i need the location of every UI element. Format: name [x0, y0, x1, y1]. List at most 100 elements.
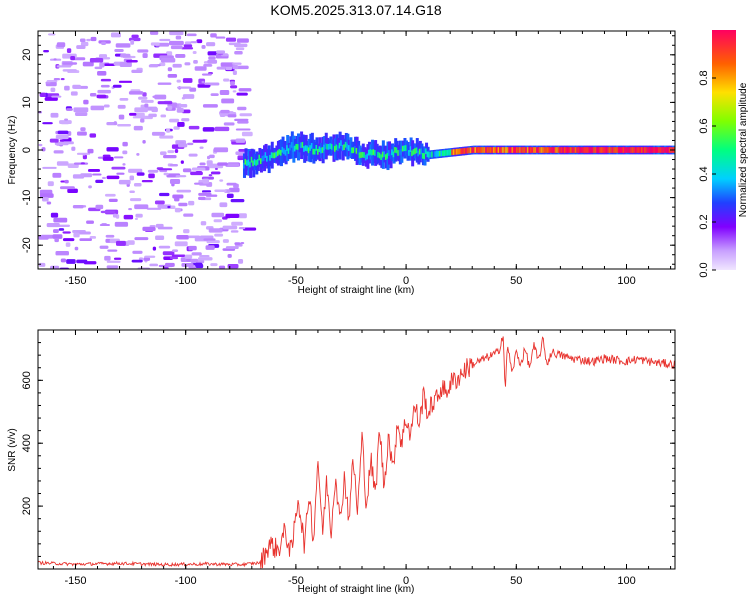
tone-core: [488, 147, 492, 153]
tone-core: [562, 147, 566, 153]
noise-blob: [66, 48, 72, 53]
noise-blob: [112, 213, 118, 218]
bottom-y-tick-label: 200: [21, 497, 33, 515]
tone-core: [634, 147, 638, 153]
tone-core: [409, 146, 413, 152]
tone-core: [321, 147, 325, 153]
noise-blob: [182, 168, 192, 173]
noise-blob: [201, 44, 206, 49]
noise-blob: [206, 240, 220, 244]
noise-blob: [199, 255, 210, 258]
tone-core: [466, 147, 470, 154]
noise-blob: [234, 43, 248, 48]
noise-blob: [52, 172, 62, 178]
noise-blob: [45, 81, 51, 84]
tone-core: [616, 147, 620, 153]
noise-blob: [222, 225, 238, 230]
tone-core: [438, 150, 442, 157]
snr-series-line: [38, 336, 675, 569]
noise-blob: [174, 148, 179, 153]
tone-core: [573, 147, 577, 153]
tone-core: [644, 147, 648, 153]
noise-blob: [167, 105, 173, 110]
tone-core: [264, 152, 268, 158]
noise-blob: [113, 257, 122, 260]
tone-core: [337, 145, 341, 152]
colorbar-tick-label: 0.6: [698, 118, 710, 133]
noise-blob: [126, 59, 138, 63]
noise-blob: [201, 80, 205, 84]
noise-blob: [46, 80, 58, 83]
noise-blob: [119, 98, 129, 101]
noise-blob: [192, 139, 207, 143]
noise-blob: [236, 92, 248, 96]
tone-core: [509, 147, 513, 153]
noise-blob: [199, 146, 204, 149]
noise-blob: [197, 84, 211, 87]
bottom-y-tick-label: 400: [21, 434, 33, 452]
noise-blob: [76, 45, 86, 50]
noise-blob: [163, 155, 177, 159]
noise-blob: [47, 181, 54, 187]
noise-blob: [122, 150, 128, 155]
noise-blob: [201, 73, 212, 76]
noise-blob: [87, 169, 101, 172]
tone-core: [445, 150, 449, 156]
tone-core: [533, 147, 537, 153]
noise-blob: [213, 219, 223, 223]
noise-blob: [242, 227, 257, 231]
tone-core: [259, 158, 263, 165]
tone-core: [361, 151, 365, 158]
noise-blob: [64, 179, 69, 184]
noise-blob: [171, 254, 186, 257]
noise-blob: [175, 175, 187, 178]
tone-core: [506, 147, 510, 153]
noise-blob: [241, 131, 253, 137]
noise-blob: [72, 204, 84, 209]
top-x-tick-label: -100: [175, 275, 197, 287]
tone-core: [366, 153, 370, 160]
tone-core: [341, 144, 345, 151]
noise-blob: [64, 118, 69, 121]
tone-core: [332, 145, 336, 152]
top-x-tick-label: 100: [617, 275, 635, 287]
tone-core: [545, 147, 549, 153]
noise-blob: [70, 91, 78, 96]
tone-core: [360, 152, 364, 158]
noise-blob: [59, 139, 65, 142]
noise-blob: [118, 179, 131, 185]
tone-core: [389, 153, 393, 159]
noise-blob: [73, 107, 89, 113]
tone-core: [278, 148, 282, 155]
tone-core: [556, 147, 560, 153]
noise-blob: [147, 169, 159, 173]
noise-blob: [140, 99, 154, 103]
tone-core: [590, 147, 594, 153]
noise-blob: [210, 171, 221, 175]
noise-blob: [214, 167, 218, 171]
noise-blob: [220, 109, 230, 114]
noise-blob: [174, 207, 181, 213]
tone-core: [475, 147, 479, 153]
noise-blob: [67, 188, 78, 194]
noise-blob: [205, 245, 215, 250]
noise-blob: [56, 42, 66, 48]
tone-core: [605, 147, 609, 153]
tone-core: [622, 147, 626, 153]
noise-blob: [134, 204, 149, 210]
noise-blob: [152, 95, 164, 98]
tone-core: [565, 147, 569, 153]
noise-blob: [173, 126, 180, 130]
noise-blob: [198, 182, 211, 186]
tone-core: [517, 147, 521, 153]
noise-blob: [176, 107, 184, 113]
tone-core: [246, 160, 250, 166]
noise-blob: [102, 156, 114, 161]
noise-blob: [208, 56, 216, 60]
tone-core: [631, 147, 635, 153]
noise-blob: [105, 234, 115, 238]
noise-blob: [53, 58, 57, 61]
tone-core: [516, 147, 520, 153]
noise-blob: [181, 118, 190, 122]
noise-blob: [237, 106, 247, 111]
